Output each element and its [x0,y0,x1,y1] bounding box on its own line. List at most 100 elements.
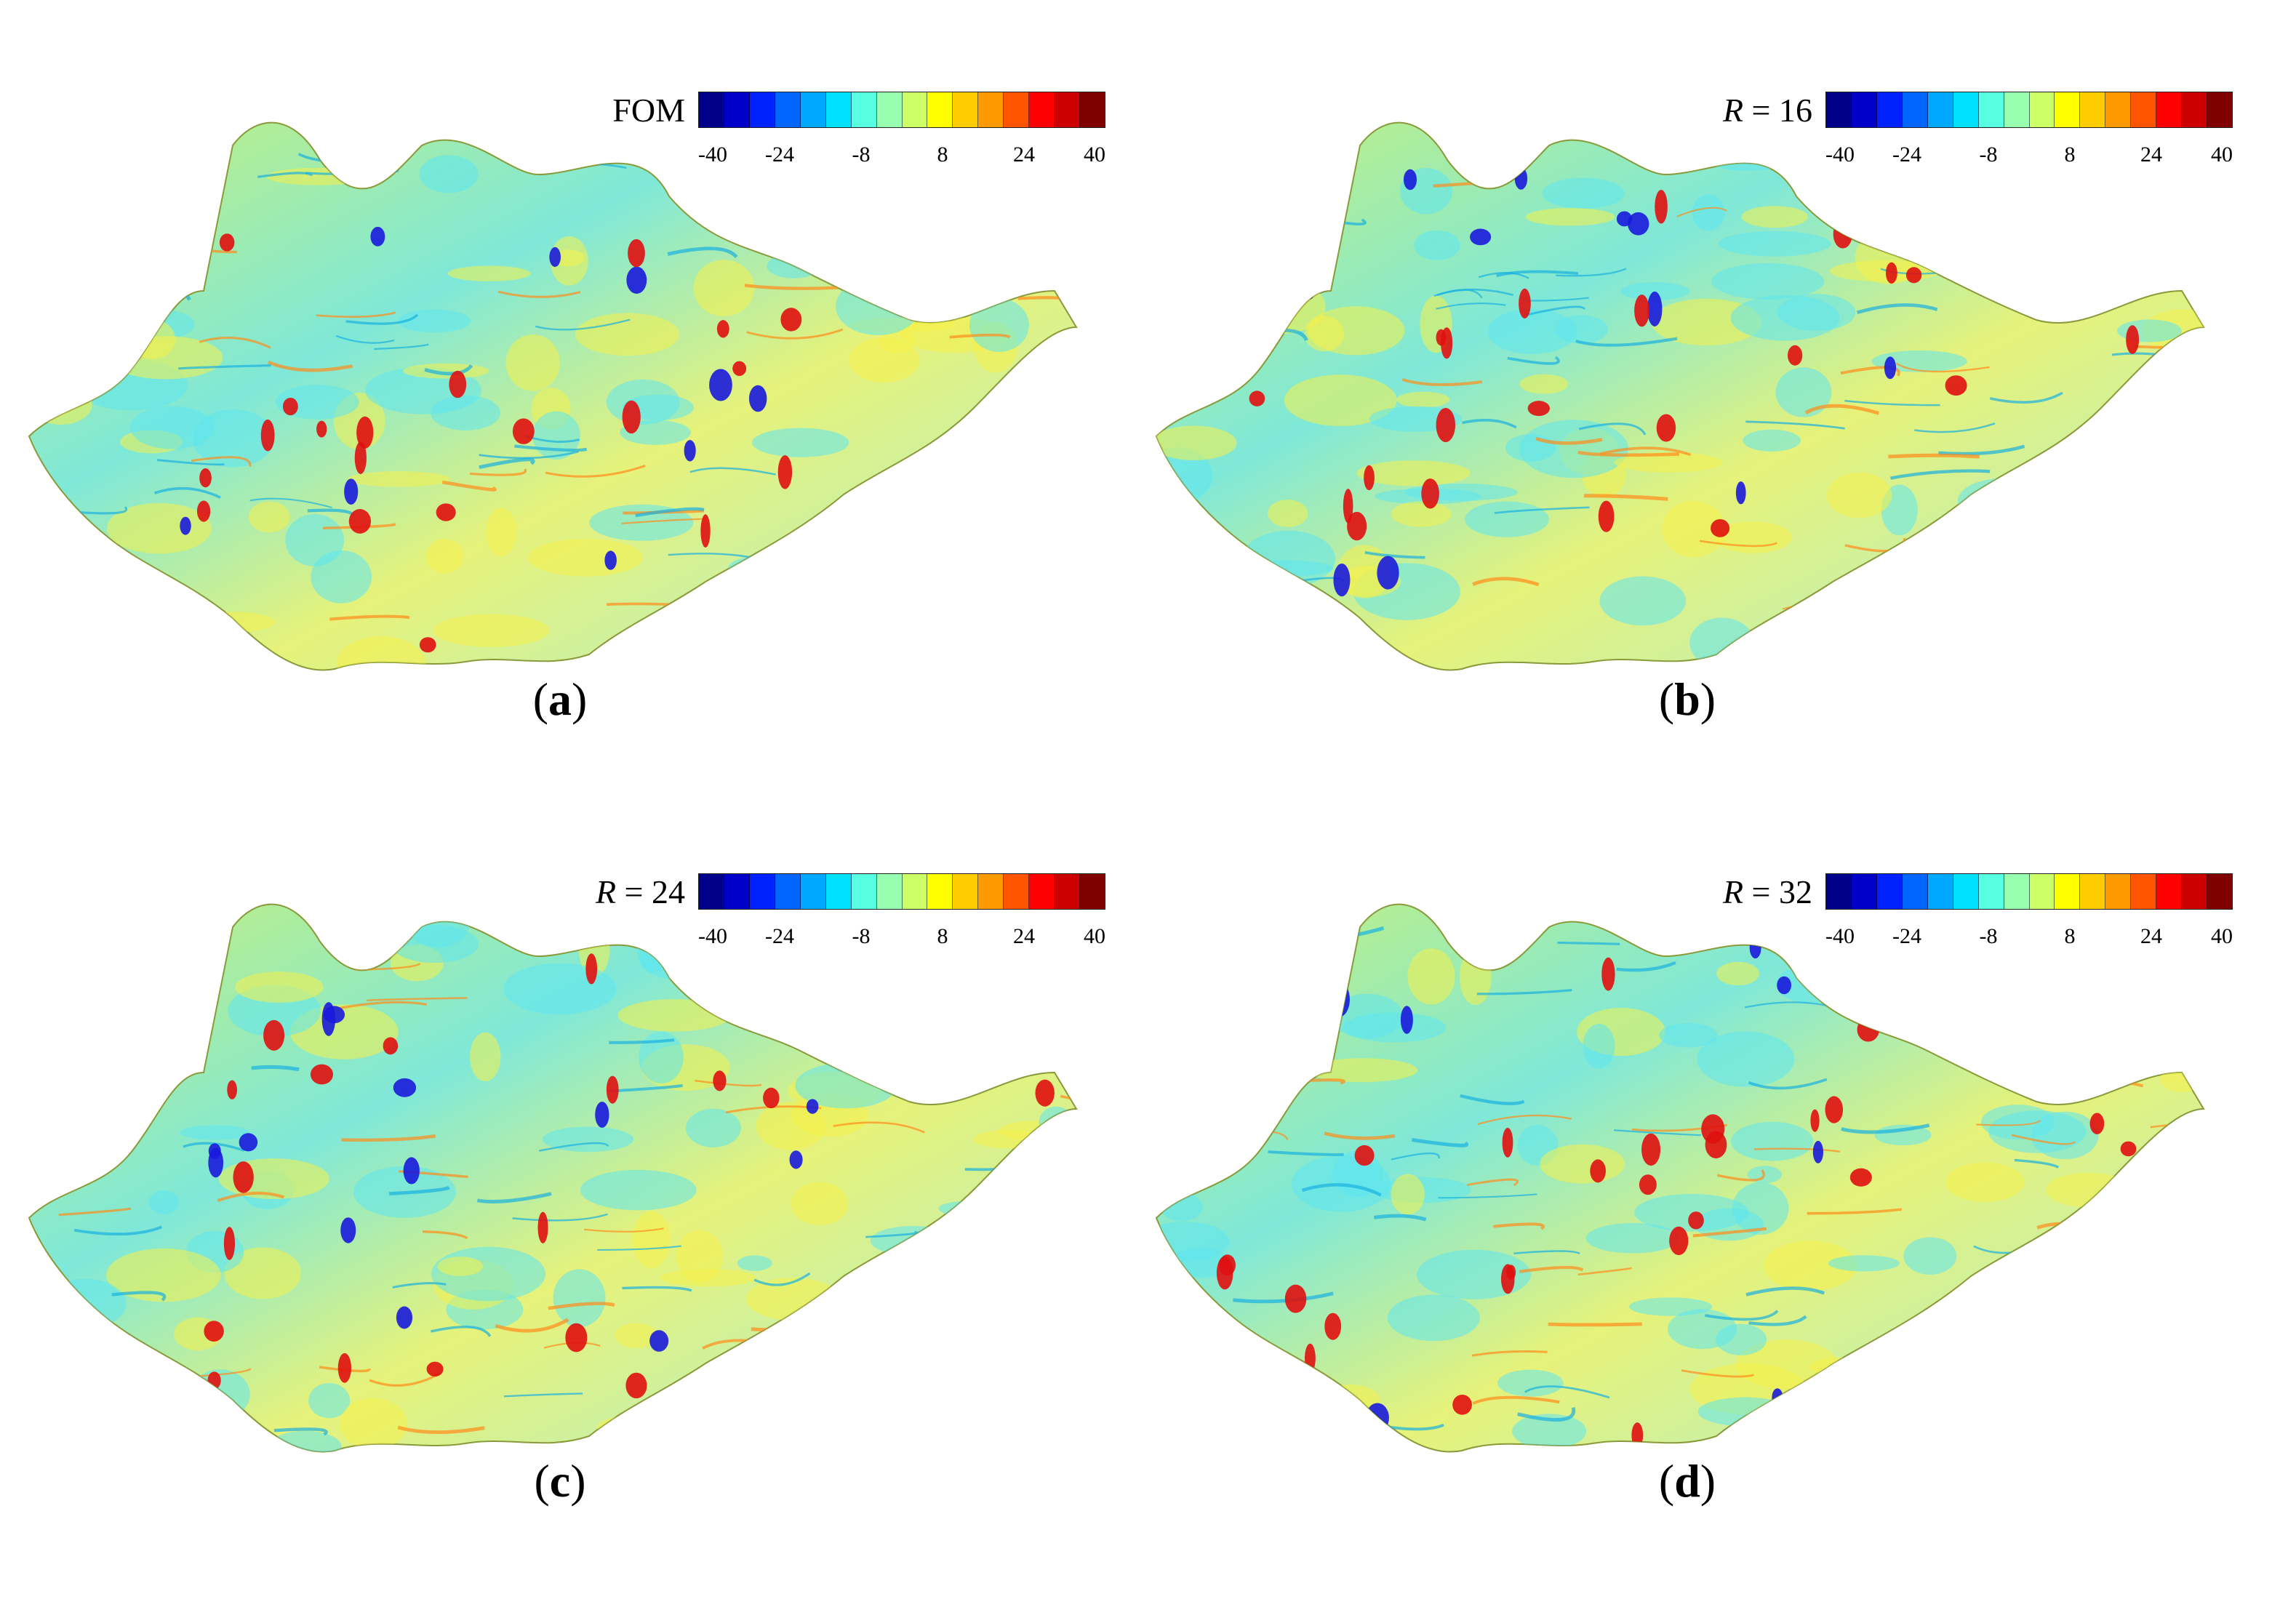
colorbar-swatch [1055,92,1081,127]
colorbar-ticks: -40 -24 -8 8 24 40 [1825,924,2233,953]
colorbar-swatch [1978,92,2004,127]
colorbar-swatch [749,874,775,909]
colorbar-swatch [724,92,750,127]
colorbar-swatch [876,92,903,127]
colorbar-strip [1825,92,2233,128]
colorbar-tick-label: -40 [1825,924,1855,948]
colorbar-tick-label: -24 [765,924,794,948]
colorbar-swatch [953,874,979,909]
colorbar-tick-label: 8 [2064,924,2076,948]
colorbar-tick-label: 40 [2211,143,2233,167]
colorbar-tick-label: -8 [1979,924,1998,948]
colorbar-tick-label: -24 [765,143,794,167]
colorbar-swatch [1876,874,1903,909]
colorbar-swatch [2055,92,2081,127]
colorbar-ticks: -40 -24 -8 8 24 40 [1825,143,2233,172]
colorbar-swatch [1826,92,1852,127]
colorbar-swatch [953,92,979,127]
colorbar-swatch [825,874,852,909]
colorbar-swatch [978,874,1004,909]
colorbar-swatch [1953,874,1979,909]
colorbar-tick-label: 24 [1013,143,1035,167]
colorbar-tick-label: -24 [1892,924,1921,948]
colorbar-swatch [2131,92,2157,127]
colorbar-tick-label: 40 [2211,924,2233,948]
colorbar-swatch [2182,92,2208,127]
panel-caption: (a) [532,673,588,725]
colorbar-tick-label: 24 [2140,924,2162,948]
colorbar-tick-label: -24 [1892,143,1921,167]
colorbar-swatch [2004,874,2030,909]
colorbar-swatch [1080,874,1105,909]
colorbar-title: R = 24 [595,873,685,910]
colorbar-swatch [2029,92,2055,127]
colorbar-swatch [1055,874,1081,909]
colorbar-swatch [800,92,826,127]
colorbar-swatch [724,874,750,909]
colorbar-swatch [902,874,928,909]
colorbar-swatch [1004,874,1030,909]
colorbar-swatch [699,92,724,127]
colorbar-swatch [1029,874,1055,909]
colorbar-swatch [2182,874,2208,909]
panel-d: R = 32 -40 -24 -8 8 24 40 (d) [1142,811,2233,1538]
colorbar-swatch [775,92,801,127]
colorbar-swatch [2156,874,2183,909]
panel-b: R = 16 -40 -24 -8 8 24 40 (b) [1142,29,2233,756]
colorbar: R = 32 -40 -24 -8 8 24 40 [1723,872,2233,974]
colorbar-swatch [699,874,724,909]
colorbar-swatch [1927,874,1953,909]
colorbar-tick-label: -40 [698,143,727,167]
colorbar: R = 16 -40 -24 -8 8 24 40 [1723,90,2233,192]
colorbar-swatch [2156,92,2183,127]
colorbar: R = 24 -40 -24 -8 8 24 40 [596,872,1105,974]
colorbar-swatch [2004,92,2030,127]
colorbar-strip [698,873,1105,910]
colorbar-swatch [1902,874,1928,909]
colorbar-swatch [927,874,953,909]
surface-texture [1156,136,2204,669]
colorbar-swatch [1876,92,1903,127]
colorbar-tick-label: -8 [852,924,871,948]
surface-outline [1155,121,2205,671]
colorbar-swatch [1851,874,1877,909]
colorbar-swatch [825,92,852,127]
colorbar-swatch [2207,92,2232,127]
colorbar-swatch [876,874,903,909]
colorbar-swatch [902,92,928,127]
colorbar-tick-label: 24 [1013,924,1035,948]
colorbar-swatch [1826,874,1852,909]
colorbar-ticks: -40 -24 -8 8 24 40 [698,143,1105,172]
colorbar-ticks: -40 -24 -8 8 24 40 [698,924,1105,953]
colorbar-swatch [2131,874,2157,909]
colorbar-swatch [1080,92,1105,127]
colorbar-swatch [775,874,801,909]
vorticity-surface-plot [28,121,1078,671]
colorbar-swatch [2105,92,2132,127]
colorbar-swatch [851,874,877,909]
colorbar-tick-label: 24 [2140,143,2162,167]
vorticity-surface-plot [1155,121,2205,671]
colorbar-title: FOM [612,92,685,129]
colorbar-tick-label: 8 [937,924,948,948]
colorbar-swatch [800,874,826,909]
panel-caption: (d) [1658,1455,1716,1507]
colorbar-swatch [1851,92,1877,127]
colorbar-swatch [1978,874,2004,909]
colorbar-tick-label: -8 [1979,143,1998,167]
colorbar-swatch [2055,874,2081,909]
colorbar-title: R = 16 [1722,92,1812,129]
colorbar: FOM -40 -24 -8 8 24 40 [612,90,1105,192]
colorbar-title: R = 32 [1722,873,1812,910]
colorbar-swatch [927,92,953,127]
colorbar-swatch [1953,92,1979,127]
colorbar-tick-label: 40 [1084,143,1105,167]
colorbar-swatch [749,92,775,127]
colorbar-tick-label: -40 [1825,143,1855,167]
colorbar-tick-label: 8 [2064,143,2076,167]
colorbar-tick-label: 8 [937,143,948,167]
colorbar-swatch [1902,92,1928,127]
colorbar-swatch [2029,874,2055,909]
panel-a: FOM -40 -24 -8 8 24 40 (a) [15,29,1105,756]
colorbar-swatch [851,92,877,127]
